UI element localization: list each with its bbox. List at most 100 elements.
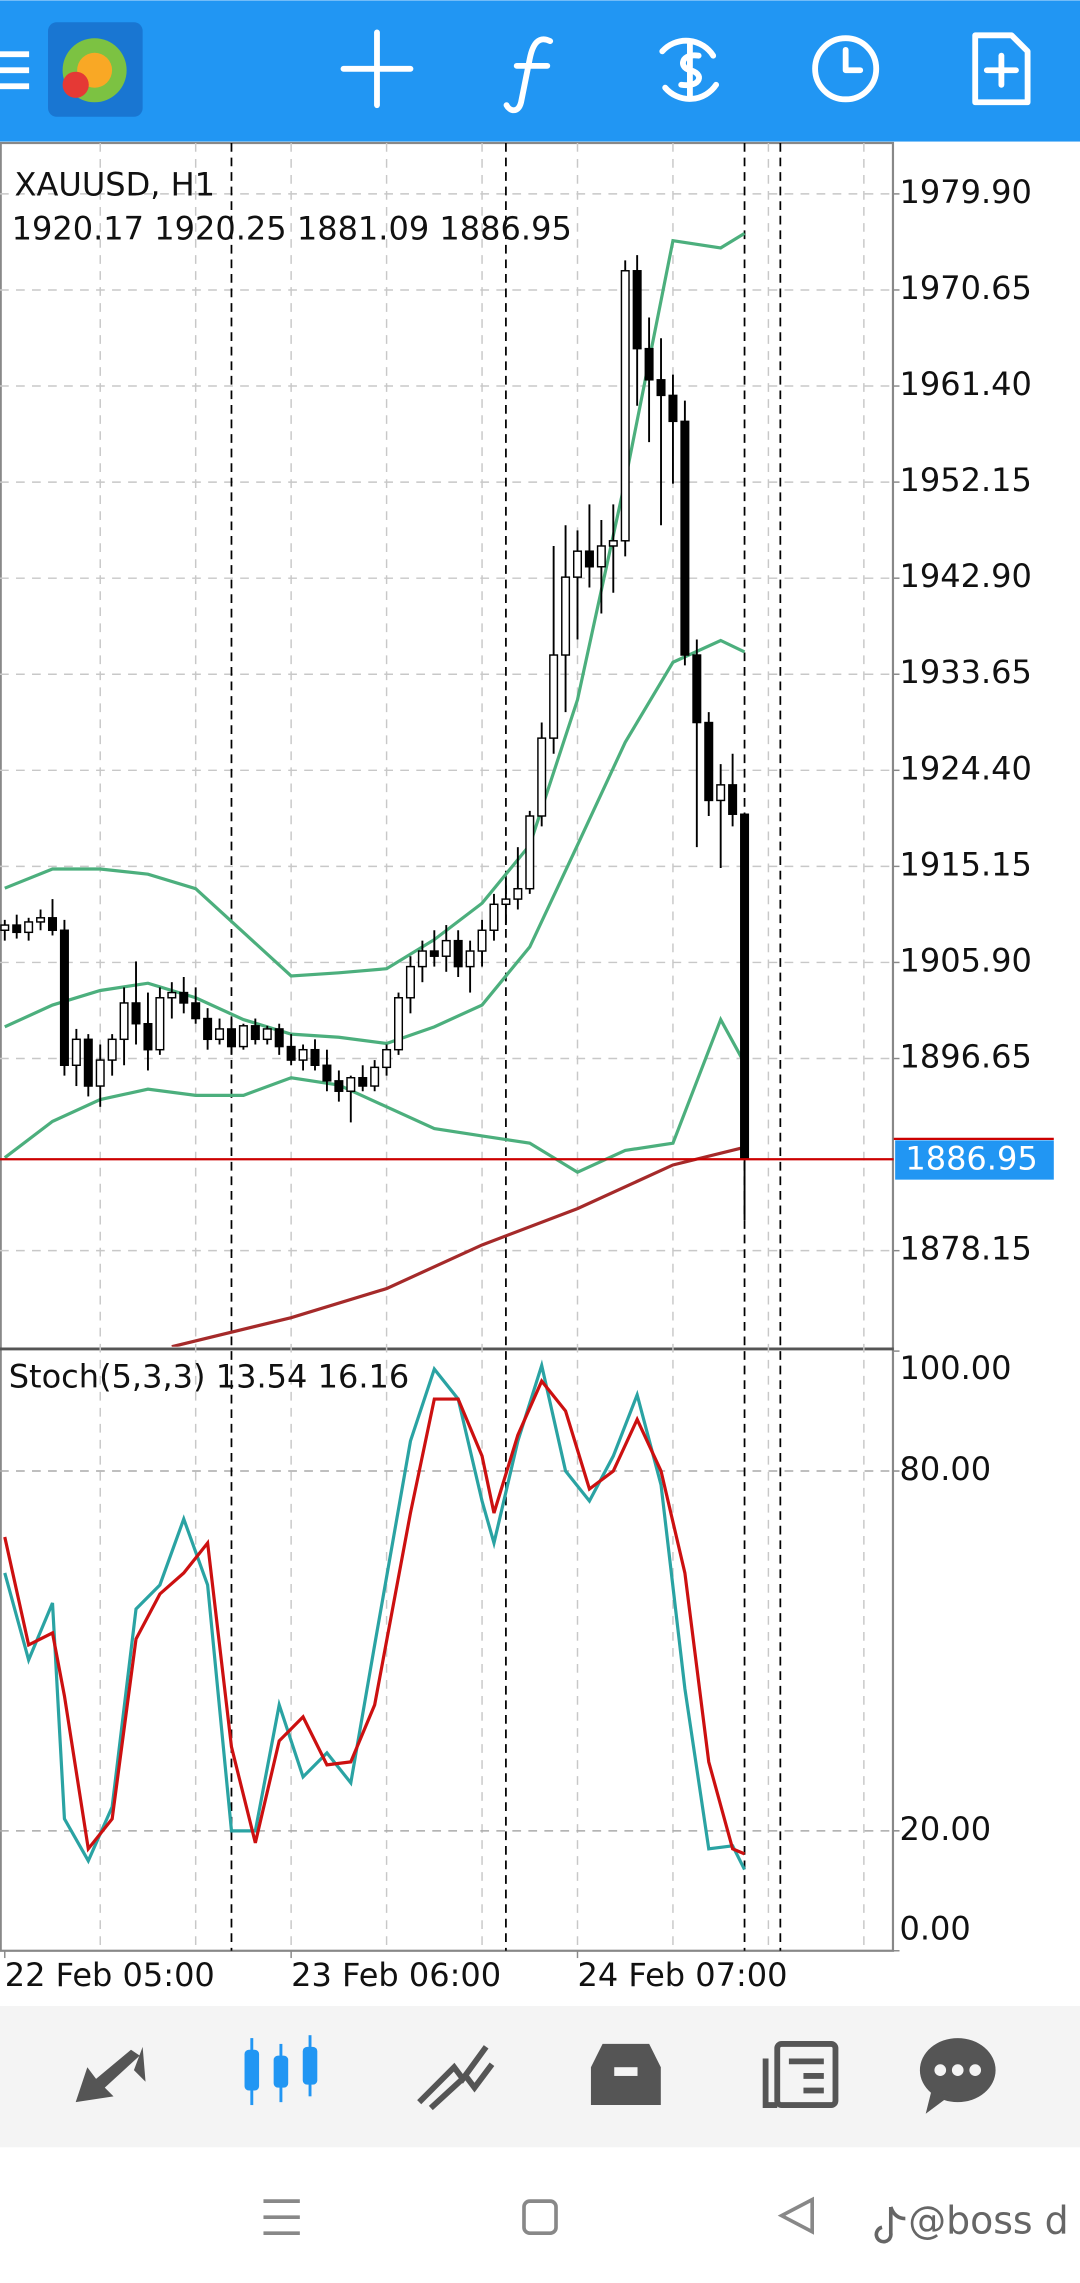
candle-body bbox=[322, 1064, 332, 1082]
candle-body bbox=[215, 1028, 225, 1041]
candle-body bbox=[119, 1002, 129, 1041]
candle-body bbox=[620, 270, 630, 542]
indicator-line bbox=[3, 1359, 746, 1871]
indicators-button[interactable] bbox=[503, 36, 554, 114]
candle-body bbox=[47, 917, 58, 931]
candle-body bbox=[0, 924, 10, 931]
system-home[interactable] bbox=[522, 2199, 558, 2235]
y-tick-label: 1970.65 bbox=[900, 269, 1032, 307]
y-tick-label: 1878.15 bbox=[900, 1230, 1032, 1268]
candle-body bbox=[334, 1080, 344, 1092]
candle-body bbox=[71, 1038, 81, 1067]
history-tab[interactable] bbox=[590, 2043, 661, 2106]
candle-body bbox=[167, 991, 177, 999]
candle-body bbox=[453, 939, 463, 968]
system-back[interactable] bbox=[777, 2196, 815, 2235]
candle-body bbox=[477, 929, 487, 952]
candle-body bbox=[692, 654, 702, 724]
axes: 1979.90 1970.65 1961.40 1952.15 1942.90 1933.… bbox=[4, 173, 1054, 1994]
candle-body bbox=[155, 997, 165, 1051]
trade-button[interactable] bbox=[659, 37, 720, 102]
candle-body bbox=[191, 1002, 201, 1020]
y-tick-label: 1942.90 bbox=[900, 557, 1032, 595]
candle-body bbox=[584, 550, 594, 568]
candle-body bbox=[441, 939, 451, 957]
chat-tab[interactable] bbox=[919, 2038, 996, 2114]
candle-body bbox=[668, 394, 678, 423]
candle-body bbox=[346, 1077, 356, 1092]
y-tick-label: 1933.65 bbox=[900, 653, 1032, 691]
candle-body bbox=[632, 270, 642, 350]
candle-body bbox=[561, 576, 571, 656]
stoch-k-value: 13.54 bbox=[216, 1358, 308, 1396]
x-tick-label: 24 Feb 07:00 bbox=[577, 1956, 787, 1994]
candle-body bbox=[382, 1048, 392, 1069]
candle-body bbox=[429, 950, 439, 957]
news-tab[interactable] bbox=[762, 2041, 839, 2108]
candle-body bbox=[525, 815, 535, 890]
candle-body bbox=[262, 1028, 272, 1041]
system-recents[interactable] bbox=[263, 2199, 300, 2235]
close-value: 1886.95 bbox=[439, 209, 571, 247]
y-tick-label: 0.00 bbox=[900, 1909, 971, 1947]
candle-body bbox=[131, 1002, 141, 1025]
timeframe-button[interactable] bbox=[812, 35, 880, 103]
menu-button[interactable] bbox=[0, 51, 30, 90]
x-tick-label: 23 Feb 06:00 bbox=[291, 1956, 501, 1994]
indicator-line bbox=[3, 1378, 746, 1856]
candle-body bbox=[370, 1066, 380, 1087]
candle-body bbox=[608, 540, 618, 547]
y-tick-label: 1979.90 bbox=[900, 173, 1032, 211]
candle-body bbox=[36, 917, 46, 923]
main-pane bbox=[0, 231, 894, 1347]
app-logo[interactable] bbox=[48, 22, 143, 117]
trade-tab[interactable] bbox=[417, 2045, 495, 2111]
quotes-tab[interactable] bbox=[75, 2046, 146, 2103]
indicator-line bbox=[171, 1145, 745, 1347]
candle-body bbox=[572, 550, 583, 578]
candle-body bbox=[716, 784, 726, 802]
y-tick-label: 1905.90 bbox=[900, 941, 1032, 979]
indicator-line bbox=[4, 638, 746, 1046]
candle-body bbox=[95, 1059, 105, 1087]
candle-body bbox=[310, 1048, 320, 1067]
candle-body bbox=[417, 950, 427, 968]
candle-body bbox=[596, 545, 606, 568]
y-tick-label: 1896.65 bbox=[900, 1038, 1032, 1076]
y-tick-label: 1924.40 bbox=[900, 749, 1032, 787]
candle-body bbox=[704, 721, 714, 802]
candle-body bbox=[179, 991, 189, 1004]
price-label-box bbox=[895, 1140, 1054, 1180]
chart-frame bbox=[0, 141, 895, 1952]
y-tick-label: 100.00 bbox=[900, 1349, 1012, 1387]
high-value: 1920.25 bbox=[154, 209, 286, 247]
candle-body bbox=[226, 1028, 236, 1048]
candle-body bbox=[513, 887, 523, 900]
stoch-pane bbox=[3, 1359, 746, 1871]
candle-body bbox=[728, 784, 738, 815]
crosshair-button[interactable] bbox=[340, 29, 414, 109]
toolbar bbox=[0, 0, 1080, 142]
candle-body bbox=[298, 1048, 308, 1061]
candle-body bbox=[680, 420, 690, 656]
y-tick-label: 1961.40 bbox=[900, 365, 1032, 403]
chart-tab[interactable] bbox=[244, 2035, 318, 2106]
candle-body bbox=[24, 921, 34, 934]
y-tick-label: 80.00 bbox=[900, 1450, 992, 1488]
watermark-logo bbox=[874, 2206, 906, 2244]
indicator-line bbox=[3, 1015, 746, 1175]
grid bbox=[0, 143, 894, 1951]
candle-body bbox=[203, 1017, 213, 1041]
candle-body bbox=[107, 1038, 117, 1061]
candle-body bbox=[238, 1025, 248, 1048]
symbol-title: XAUUSD, H1 bbox=[15, 166, 215, 204]
new-order-button[interactable] bbox=[972, 32, 1031, 106]
stoch-title: Stoch(5,3,3) 13.54 16.16 bbox=[9, 1358, 410, 1396]
watermark: @boss d bbox=[908, 2198, 1068, 2242]
candle-body bbox=[489, 903, 499, 931]
open-value: 1920.17 bbox=[12, 209, 144, 247]
bottom-nav bbox=[0, 2006, 1080, 2148]
candle-body bbox=[465, 950, 475, 968]
candle-body bbox=[656, 379, 666, 397]
